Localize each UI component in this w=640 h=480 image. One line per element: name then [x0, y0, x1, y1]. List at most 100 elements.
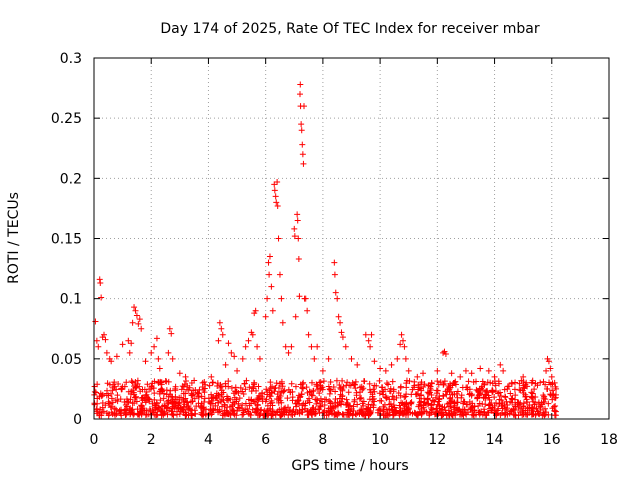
data-point [543, 367, 550, 374]
data-point [134, 406, 141, 413]
data-point [208, 400, 215, 407]
data-point [214, 382, 221, 389]
data-point [278, 411, 285, 418]
data-point [251, 380, 258, 387]
data-point [470, 378, 477, 385]
data-point [368, 331, 375, 338]
data-point [207, 406, 214, 413]
data-point [234, 367, 241, 374]
data-point [242, 386, 249, 393]
data-point [97, 280, 104, 287]
data-point [457, 408, 464, 415]
data-point [350, 403, 357, 410]
data-point [445, 407, 452, 414]
data-point [367, 404, 374, 411]
data-point [105, 411, 112, 418]
data-point [418, 409, 425, 416]
data-point [214, 380, 221, 387]
data-point [144, 381, 151, 388]
data-point [149, 400, 156, 407]
data-point [186, 384, 193, 391]
data-point [370, 386, 377, 393]
data-point [292, 400, 299, 407]
data-point [332, 289, 339, 296]
data-point [483, 388, 490, 395]
data-point [543, 409, 550, 416]
data-point [485, 392, 492, 399]
data-point [182, 373, 189, 380]
data-point [351, 396, 358, 403]
data-point [328, 407, 335, 414]
y-tick-label: 0.15 [51, 232, 82, 248]
data-point [93, 406, 100, 413]
data-point [433, 390, 440, 397]
data-point [371, 358, 378, 365]
data-point [448, 408, 455, 415]
data-point [273, 380, 280, 387]
data-point [239, 355, 246, 362]
data-point [299, 384, 306, 391]
data-point [356, 395, 363, 402]
data-point [201, 379, 208, 386]
data-point [199, 379, 206, 386]
data-point [495, 390, 502, 397]
data-point [485, 367, 492, 374]
data-point [477, 365, 484, 372]
data-point [536, 411, 543, 418]
data-point [275, 384, 282, 391]
data-point [274, 178, 281, 185]
data-point [303, 384, 310, 391]
data-point [234, 408, 241, 415]
data-point [131, 304, 138, 311]
data-point [295, 235, 302, 242]
data-point [133, 312, 140, 319]
data-point [382, 386, 389, 393]
data-point [138, 403, 145, 410]
data-point [369, 391, 376, 398]
data-point [148, 349, 155, 356]
data-point [284, 404, 291, 411]
data-point [290, 407, 297, 414]
data-point [91, 401, 98, 408]
data-point [403, 384, 410, 391]
data-point [397, 410, 404, 417]
data-point [319, 367, 326, 374]
data-point [362, 331, 369, 338]
data-point [296, 407, 303, 414]
data-point [552, 402, 559, 409]
data-point [354, 401, 361, 408]
plot-frame [93, 57, 610, 420]
data-point [124, 403, 131, 410]
data-point [132, 394, 139, 401]
data-point [151, 411, 158, 418]
data-point [471, 407, 478, 414]
data-point [364, 408, 371, 415]
data-point [292, 313, 299, 320]
data-point [302, 295, 309, 302]
data-point [454, 388, 461, 395]
data-point [373, 382, 380, 389]
data-point [417, 392, 424, 399]
data-point [154, 406, 161, 413]
data-point [112, 397, 119, 404]
data-point [377, 365, 384, 372]
x-tick-label: 6 [261, 432, 270, 448]
data-point [278, 378, 285, 385]
data-point [418, 379, 425, 386]
data-point [339, 411, 346, 418]
data-point [398, 331, 405, 338]
data-point [334, 399, 341, 406]
data-point [274, 408, 281, 415]
data-point [208, 373, 215, 380]
data-point [479, 386, 486, 393]
data-point [288, 380, 295, 387]
data-point [210, 407, 217, 414]
data-point [117, 406, 124, 413]
data-point [496, 400, 503, 407]
data-point [153, 399, 160, 406]
data-point [519, 409, 526, 416]
data-point [200, 411, 207, 418]
data-point [239, 388, 246, 395]
data-point [240, 390, 247, 397]
data-point [196, 386, 203, 393]
